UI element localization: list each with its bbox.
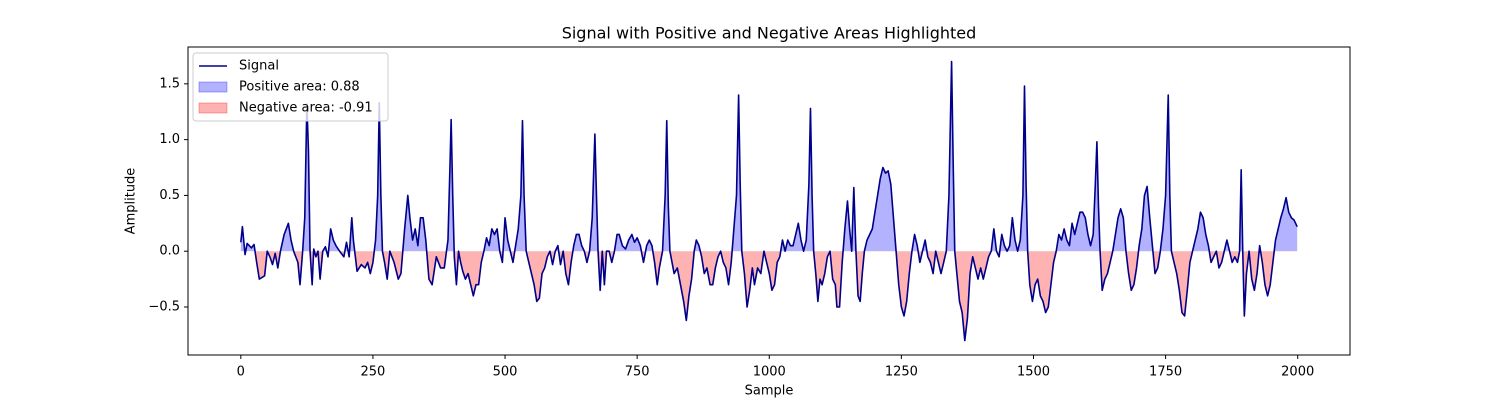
y-tick-label: 0.5: [159, 188, 180, 203]
x-tick-label: 0: [237, 365, 245, 380]
legend-label: Signal: [239, 59, 279, 74]
x-tick-label: 750: [625, 365, 650, 380]
x-axis-label: Sample: [745, 384, 794, 399]
y-tick-label: 0.0: [159, 244, 180, 259]
legend-label: Positive area: 0.88: [239, 80, 360, 95]
legend-swatch: [198, 102, 228, 114]
x-tick-label: 1750: [1149, 365, 1182, 380]
signal-line: [240, 60, 1298, 342]
x-tick-label: 1500: [1017, 365, 1050, 380]
chart-title: Signal with Positive and Negative Areas …: [562, 24, 977, 43]
x-tick-label: 2000: [1281, 365, 1314, 380]
legend-swatch: [198, 81, 228, 93]
y-axis-label: Amplitude: [124, 168, 139, 235]
y-tick-label: −0.5: [148, 300, 180, 315]
area-fill: [244, 251, 1275, 341]
x-tick-label: 500: [493, 365, 518, 380]
x-tick-label: 1000: [753, 365, 786, 380]
legend-box: [192, 52, 389, 122]
y-tick-label: 1.5: [159, 76, 180, 91]
x-tick-label: 250: [361, 365, 386, 380]
area-fill: [240, 61, 1298, 252]
y-tick-label: 1.0: [159, 132, 180, 147]
x-tick-label: 1250: [885, 365, 918, 380]
legend-label: Negative area: -0.91: [239, 101, 373, 116]
